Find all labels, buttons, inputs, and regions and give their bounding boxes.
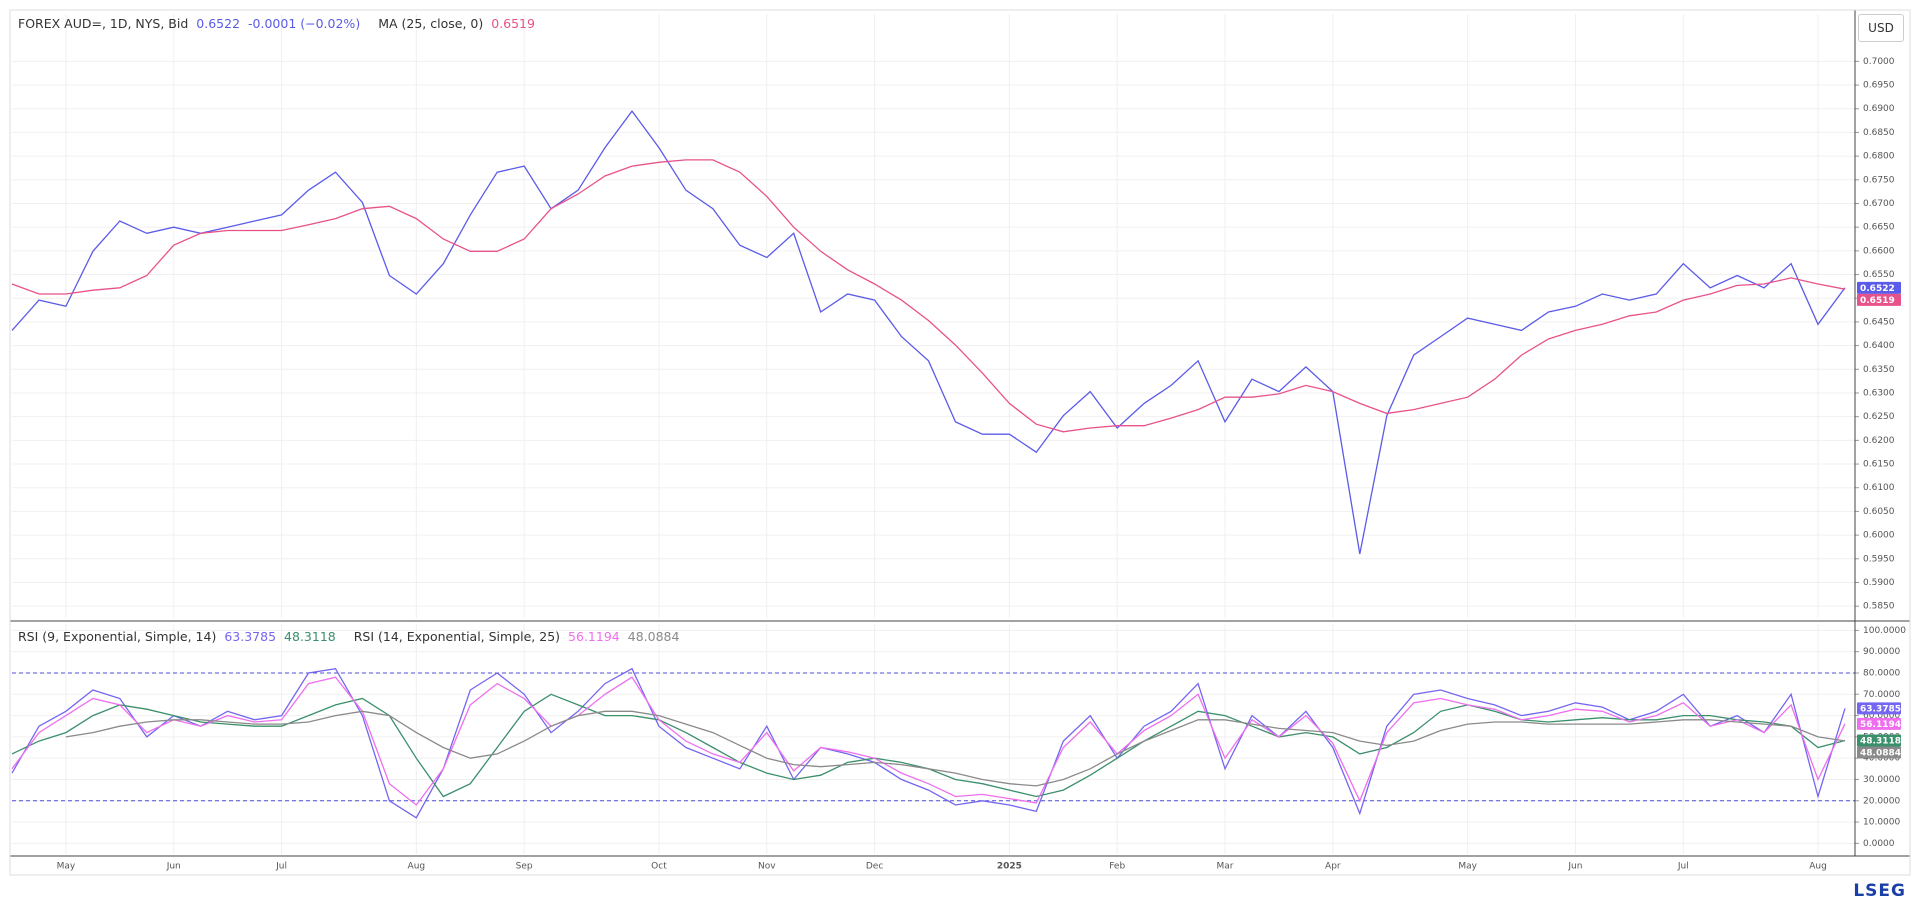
y-tick-label: 0.5950 (1863, 554, 1895, 564)
x-tick-label: Dec (866, 862, 883, 872)
series-name: FOREX AUD=, 1D, NYS, Bid (18, 16, 189, 31)
x-tick-label: Jun (166, 862, 181, 872)
change: -0.0001 (−0.02%) (248, 16, 361, 31)
y-tick-label: 0.0000 (1863, 839, 1895, 849)
price-legend: FOREX AUD=, 1D, NYS, Bid 0.6522 -0.0001 (−… (18, 16, 543, 31)
series-name: RSI (9, Exponential, Simple, 14) (18, 629, 217, 644)
currency-button[interactable]: USD (1858, 14, 1904, 42)
last-value: 48.3118 (284, 629, 336, 644)
last-value-label: 0.6519 (1860, 296, 1895, 306)
last-value-tag (1857, 702, 1901, 715)
y-tick-label: 0.6000 (1863, 531, 1895, 541)
series-line (11, 159, 1846, 433)
series-line (11, 667, 1846, 819)
rsi-legend: RSI (9, Exponential, Simple, 14) 63.3785 4… (18, 629, 687, 644)
y-tick-label: 0.6850 (1863, 128, 1895, 138)
y-tick-label: 0.6700 (1863, 199, 1895, 209)
series-line (11, 676, 1846, 806)
y-tick-label: 70.0000 (1863, 690, 1900, 700)
y-tick-label: 40.0000 (1863, 754, 1900, 764)
y-tick-label: 20.0000 (1863, 796, 1900, 806)
y-tick-label: 60.0000 (1863, 711, 1900, 721)
x-tick-label: Oct (651, 862, 667, 872)
last-value-tag (1857, 746, 1901, 759)
y-tick-label: 0.6900 (1863, 104, 1895, 114)
y-tick-label: 0.7000 (1863, 57, 1895, 67)
frame (9, 9, 1911, 876)
y-tick-label: 80.0000 (1863, 668, 1900, 678)
y-tick-label: 100.0000 (1863, 626, 1906, 636)
x-tick-label: 2025 (997, 862, 1022, 872)
y-tick-label: 0.6950 (1863, 81, 1895, 91)
last-value-label: 56.1194 (1860, 720, 1901, 730)
brand-logo: LSEG (1853, 881, 1906, 901)
y-tick-label: 0.6750 (1863, 175, 1895, 185)
series-line (11, 693, 1846, 798)
y-tick-label: 0.6350 (1863, 365, 1895, 375)
x-tick-label: Mar (1217, 862, 1234, 872)
last-value: 56.1194 (568, 629, 620, 644)
y-tick-label: 0.6300 (1863, 388, 1895, 398)
y-tick-label: 0.6450 (1863, 317, 1895, 327)
last-value-label: 63.3785 (1860, 704, 1901, 714)
last-value-tag (1857, 293, 1901, 306)
y-tick-label: 0.6200 (1863, 436, 1895, 446)
x-tick-label: Jul (1677, 862, 1689, 872)
last-value-label: 0.6522 (1860, 284, 1895, 294)
last-value: 0.6519 (491, 16, 535, 31)
y-tick-label: 0.5900 (1863, 578, 1895, 588)
last-value-label: 48.0884 (1860, 748, 1901, 758)
y-tick-label: 0.6400 (1863, 341, 1895, 351)
series-line (65, 710, 1846, 787)
last-value: 0.6522 (196, 16, 241, 31)
x-tick-label: Nov (758, 862, 776, 872)
last-value-tag (1857, 734, 1901, 747)
y-tick-label: 0.6150 (1863, 460, 1895, 470)
last-value: 48.0884 (627, 629, 680, 644)
y-tick-label: 0.5850 (1863, 602, 1895, 612)
y-tick-label: 0.6100 (1863, 483, 1895, 493)
x-tick-label: Aug (408, 862, 426, 872)
last-value: 63.3785 (224, 629, 277, 644)
y-tick-label: 10.0000 (1863, 818, 1900, 828)
y-tick-label: 0.6800 (1863, 152, 1895, 162)
y-tick-label: 90.0000 (1863, 647, 1900, 657)
y-tick-label: 0.6600 (1863, 246, 1895, 256)
y-tick-label: 0.6650 (1863, 223, 1895, 233)
x-tick-label: May (1458, 862, 1477, 872)
last-value-tag (1857, 281, 1901, 294)
y-tick-label: 30.0000 (1863, 775, 1900, 785)
x-tick-label: Sep (516, 862, 533, 872)
y-tick-label: 0.6250 (1863, 412, 1895, 422)
x-tick-label: Feb (1109, 862, 1125, 872)
series-name: MA (25, close, 0) (378, 16, 484, 31)
y-tick-label: 0.6050 (1863, 507, 1895, 517)
x-tick-label: May (57, 862, 76, 872)
last-value-tag (1857, 717, 1901, 730)
x-tick-label: Jun (1567, 862, 1582, 872)
last-value-label: 48.3118 (1860, 736, 1901, 746)
x-tick-label: Aug (1809, 862, 1827, 872)
series-name: RSI (14, Exponential, Simple, 25) (353, 629, 561, 644)
x-tick-label: Apr (1325, 862, 1341, 872)
y-tick-label: 0.6550 (1863, 270, 1895, 280)
series-line (11, 110, 1846, 555)
x-tick-label: Jul (275, 862, 287, 872)
